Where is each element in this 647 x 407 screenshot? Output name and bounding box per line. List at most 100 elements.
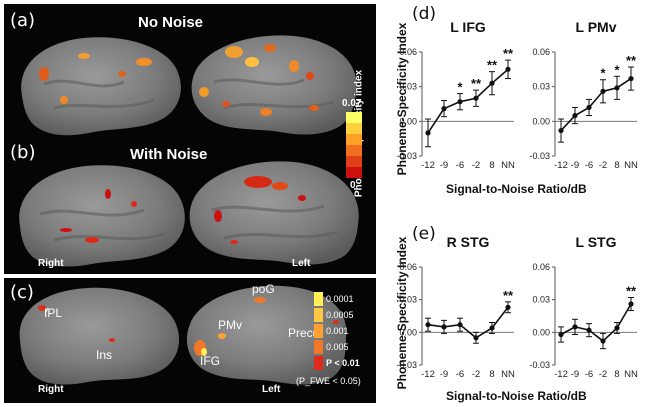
x-tick-label: -12 <box>554 369 568 380</box>
colorbar-index-min: 0 <box>350 180 356 191</box>
data-point <box>614 325 620 331</box>
plot-title: L STG <box>576 234 617 250</box>
region-pog: poG <box>252 282 275 296</box>
x-tick-label: NN <box>624 369 638 380</box>
data-point <box>457 99 463 105</box>
colorbar-p-row: 0.005 <box>314 340 349 354</box>
colorbar-p-label: 0.005 <box>326 342 349 352</box>
series-line <box>427 306 509 339</box>
y-tick-label: 0.00 <box>532 116 550 126</box>
brain-b-left <box>189 161 359 265</box>
label-b-right: Right <box>38 258 64 269</box>
y-tick-label: 0.03 <box>532 82 550 92</box>
data-point <box>473 95 479 101</box>
x-tick-label: -9 <box>440 160 448 171</box>
data-point <box>600 338 606 344</box>
x-tick-label: -6 <box>456 369 464 380</box>
colorbar-p-swatch <box>314 292 323 306</box>
data-point <box>558 331 564 338</box>
colorbar-index-swatch <box>346 167 362 178</box>
colorbar-p-label: 0.0001 <box>326 294 354 304</box>
colorbar-p-swatch <box>314 308 323 322</box>
panel-label-d: (d) <box>412 4 437 24</box>
x-tick-label: NN <box>501 160 515 171</box>
panel-ab: (a) No Noise (b) With Noise Right Left P… <box>4 4 376 274</box>
significance-marker: ** <box>471 76 482 91</box>
x-tick-label: -9 <box>571 160 579 171</box>
data-point <box>614 85 620 91</box>
data-point <box>558 127 564 134</box>
y-tick-label: -0.03 <box>529 151 550 161</box>
label-c-left: Left <box>262 384 281 395</box>
significance-marker: ** <box>503 46 514 61</box>
y-tick-label: -0.03 <box>529 360 550 370</box>
series-line <box>560 303 632 343</box>
colorbar-index-max: 0.07 <box>342 98 362 109</box>
y-tick-label: 0.03 <box>399 82 417 92</box>
series-line <box>560 77 632 132</box>
colorbar-index-swatch <box>346 123 362 134</box>
panel-c: (c) IPL Ins poG PMv Precu IFG Right Left… <box>4 278 376 403</box>
y-tick-label: 0.00 <box>399 116 417 126</box>
panel-title-b: With Noise <box>130 146 208 163</box>
plot-title: L PMv <box>576 19 617 35</box>
colorbar-p-row: P < 0.01 <box>314 356 360 370</box>
y-tick-label: -0.03 <box>396 360 417 370</box>
sulci-texture <box>39 78 339 242</box>
x-tick-label: -12 <box>421 160 435 171</box>
label-b-left: Left <box>292 258 311 269</box>
colorbar-index-swatch <box>346 145 362 156</box>
x-tick-label: -6 <box>456 160 464 171</box>
y-tick-label: 0.06 <box>399 47 417 57</box>
data-point <box>441 106 447 112</box>
y-tick-label: 0.06 <box>399 262 417 272</box>
significance-marker: * <box>614 62 620 77</box>
plot-title: R STG <box>447 234 490 250</box>
brain-surfaces-ab <box>19 35 359 267</box>
brain-c-left <box>186 285 347 385</box>
region-ins: Ins <box>96 348 113 362</box>
colorbar-p-row: 0.0005 <box>314 308 354 322</box>
data-point <box>425 130 431 136</box>
x-tick-label: 8 <box>489 160 494 171</box>
brain-surfaces-c <box>19 285 347 385</box>
activations-a <box>39 44 319 116</box>
x-tick-label: -2 <box>599 369 607 380</box>
x-tick-label: -9 <box>440 369 448 380</box>
colorbar-index-swatch <box>346 134 362 145</box>
data-point <box>441 324 447 330</box>
data-point <box>489 80 495 86</box>
significance-marker: ** <box>487 58 498 73</box>
significance-marker: * <box>457 80 463 95</box>
data-point <box>457 322 463 328</box>
panel-title-a: No Noise <box>138 14 204 31</box>
x-tick-label: NN <box>624 160 638 171</box>
y-tick-label: 0.00 <box>399 327 417 337</box>
x-tick-label: -6 <box>585 160 593 171</box>
significance-marker: * <box>600 66 606 81</box>
data-point <box>473 335 479 341</box>
significance-marker: ** <box>626 283 637 298</box>
colorbar-p: 0.0001 0.0005 0.001 0.005 P < 0.01 <box>314 292 368 376</box>
x-tick-label: NN <box>501 369 515 380</box>
x-tick-label: -6 <box>585 369 593 380</box>
x-tick-label: 8 <box>614 160 619 171</box>
colorbar-p-label: P < 0.01 <box>326 358 360 368</box>
region-ifg: IFG <box>200 354 220 368</box>
colorbar-p-swatch <box>314 324 323 338</box>
data-point <box>489 325 495 331</box>
panel-label-c: (c) <box>10 282 34 303</box>
y-tick-label: 0.06 <box>532 47 550 57</box>
x-tick-label: -2 <box>472 160 480 171</box>
brain-c-right <box>19 287 180 385</box>
colorbar-index-swatch <box>346 156 362 167</box>
data-point <box>628 75 634 82</box>
x-tick-label: -9 <box>571 369 579 380</box>
activations-c <box>38 297 339 356</box>
region-pointers <box>45 307 49 313</box>
activations-b <box>60 176 306 244</box>
data-point <box>505 304 511 310</box>
region-ipl: IPL <box>44 306 63 320</box>
xlabel-d: Signal-to-Noise Ratio/dB <box>446 182 587 196</box>
